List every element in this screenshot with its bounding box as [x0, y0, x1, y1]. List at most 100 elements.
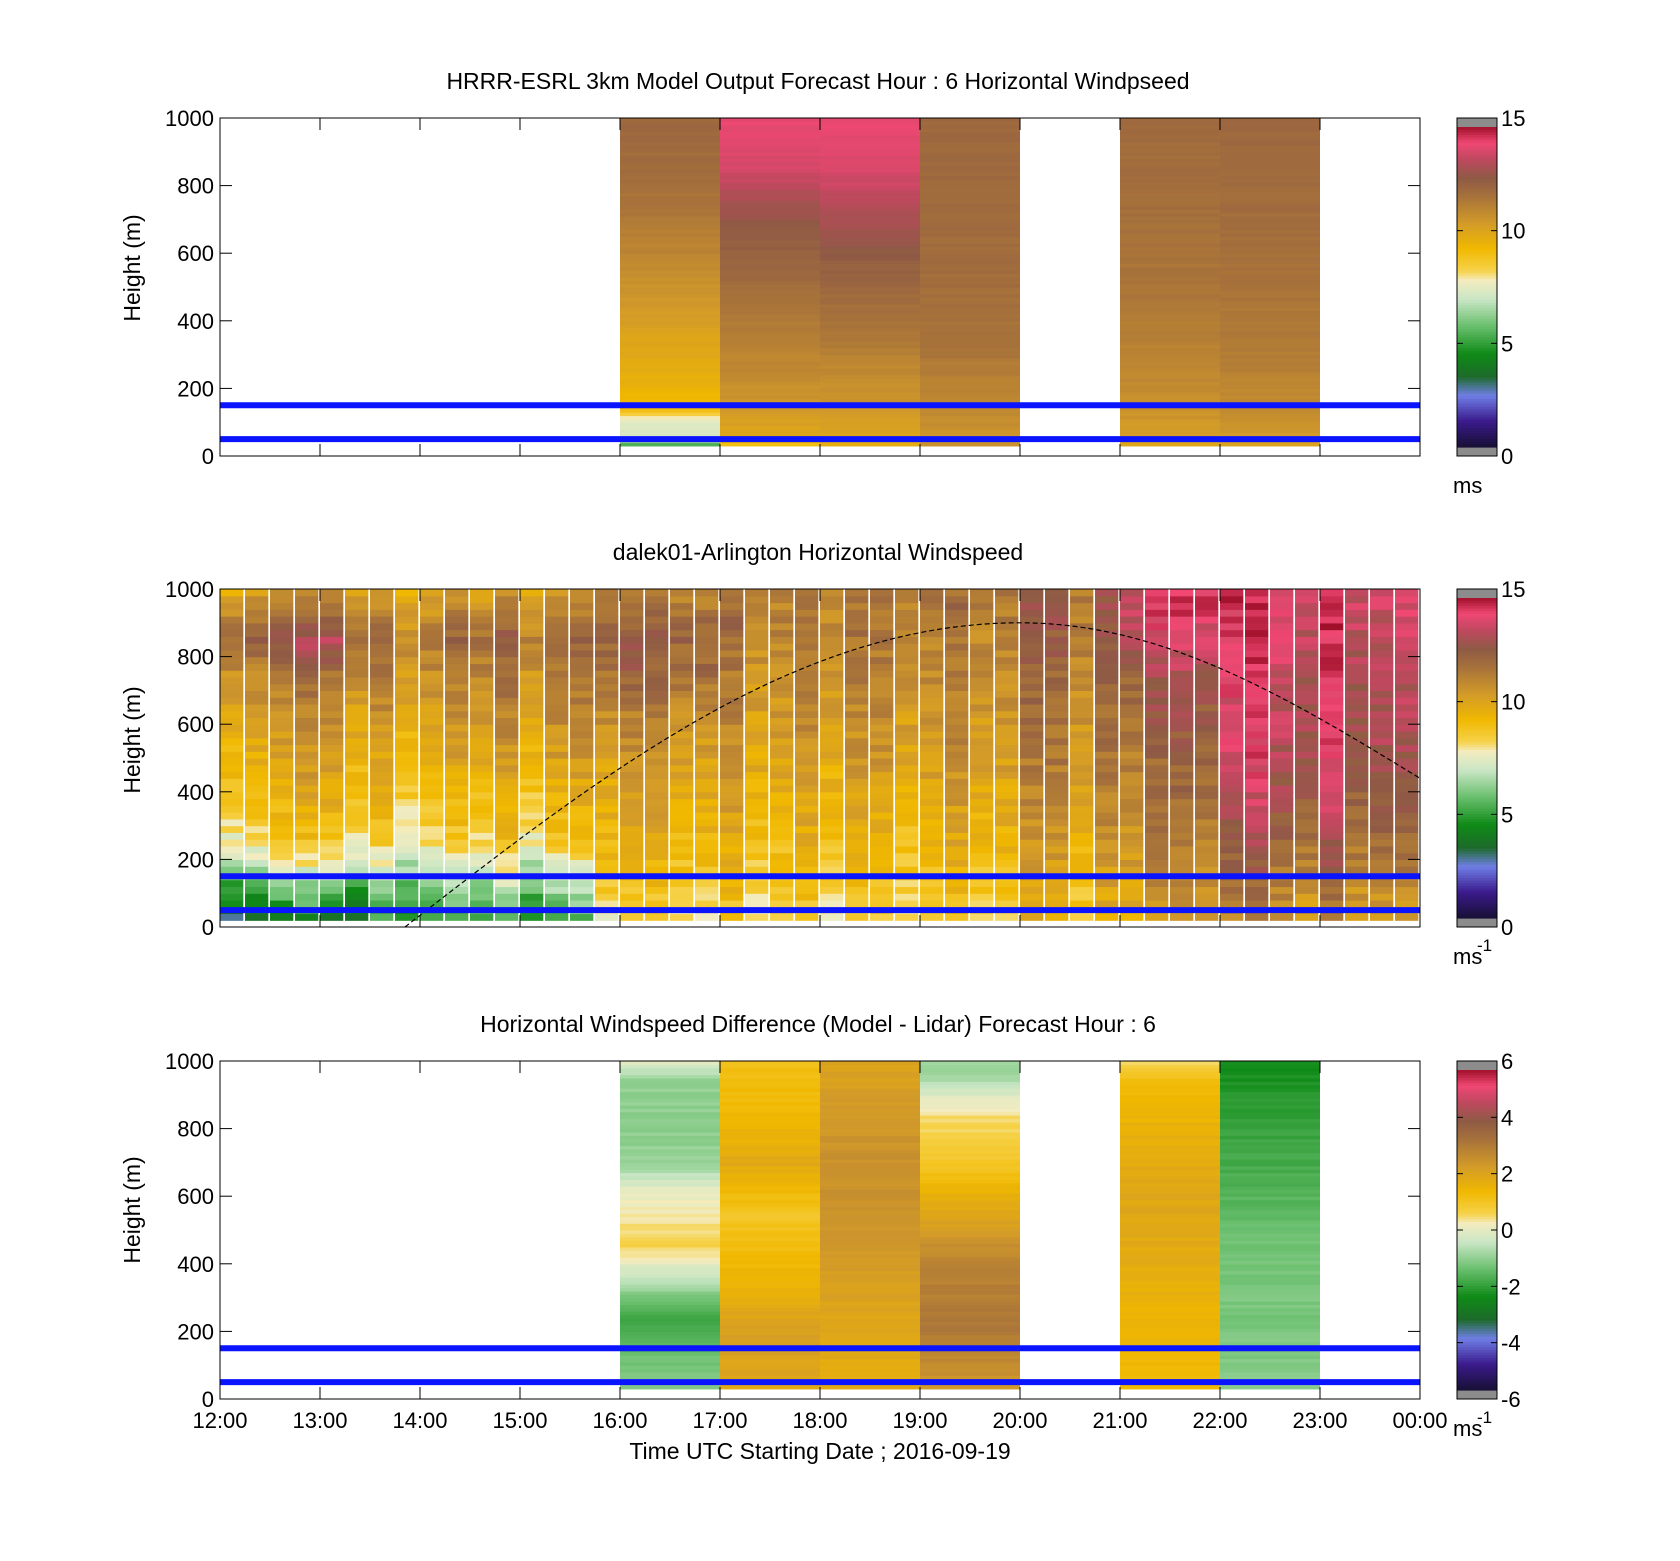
heatmap-cell: [1220, 148, 1320, 153]
heatmap-cell: [920, 1385, 1020, 1390]
heatmap-cell: [495, 778, 519, 786]
heatmap-cell: [370, 845, 394, 854]
heatmap-cell: [520, 683, 544, 691]
heatmap-cell: [820, 1145, 920, 1150]
heatmap-cell: [1070, 676, 1094, 685]
heatmap-cell: [445, 879, 469, 888]
heatmap-cell: [1045, 670, 1069, 678]
heatmap-cell: [1045, 602, 1069, 610]
heatmap-cell: [720, 852, 744, 860]
heatmap-cell: [645, 859, 669, 867]
heatmap-cell: [220, 852, 244, 860]
heatmap-cell: [895, 845, 919, 854]
heatmap-cell: [1120, 212, 1220, 217]
heatmap-cell: [820, 374, 920, 379]
heatmap-cell: [870, 771, 894, 779]
heatmap-cell: [820, 199, 920, 204]
colorbar-swatch: [1457, 1182, 1497, 1186]
heatmap-cell: [795, 744, 819, 752]
heatmap-cell: [520, 791, 544, 800]
heatmap-cell: [720, 1257, 820, 1262]
heatmap-cell: [670, 812, 694, 820]
heatmap-cell: [270, 622, 294, 631]
heatmap-cell: [720, 1202, 820, 1207]
heatmap-cell: [420, 812, 444, 820]
heatmap-cell: [520, 697, 544, 705]
heatmap-cell: [945, 676, 969, 685]
heatmap-cell: [1220, 1169, 1320, 1174]
heatmap-cell: [1395, 785, 1419, 793]
heatmap-cell: [920, 337, 1020, 342]
heatmap-cell: [1170, 893, 1194, 901]
colorbar-swatch: [1457, 324, 1497, 328]
heatmap-cell: [545, 785, 569, 793]
heatmap-cell: [1245, 609, 1269, 617]
heatmap-cell: [345, 730, 369, 739]
heatmap-cell: [1370, 771, 1394, 779]
heatmap-cell: [920, 1071, 1020, 1076]
heatmap-cell: [1020, 751, 1044, 759]
heatmap-cell: [720, 1081, 820, 1086]
colorbar-swatch: [1457, 1158, 1497, 1162]
heatmap-cell: [245, 724, 269, 732]
colorbar-swatch: [1457, 295, 1497, 299]
heatmap-cell: [445, 791, 469, 800]
heatmap-cell: [645, 629, 669, 637]
heatmap-cell: [1220, 1077, 1320, 1082]
colorbar-swatch: [1457, 616, 1497, 620]
heatmap-cell: [1120, 595, 1144, 604]
heatmap-cell: [520, 859, 544, 867]
heatmap-cell: [1170, 913, 1194, 921]
heatmap-cell: [720, 307, 820, 312]
colorbar-swatch: [1457, 1118, 1497, 1122]
heatmap-cell: [970, 609, 994, 617]
heatmap-cell: [1095, 724, 1119, 732]
colorbar-swatch: [1457, 651, 1497, 655]
heatmap-cell: [920, 118, 1020, 122]
heatmap-cell: [570, 609, 594, 617]
heatmap-cell: [920, 199, 1020, 204]
heatmap-cell: [945, 859, 969, 867]
heatmap-cell: [720, 771, 744, 779]
heatmap-cell: [1220, 158, 1320, 163]
heatmap-cell: [745, 656, 769, 664]
heatmap-cell: [820, 280, 920, 285]
heatmap-cell: [920, 368, 1020, 373]
heatmap-cell: [1320, 832, 1344, 840]
heatmap-cell: [1070, 859, 1094, 867]
heatmap-cell: [345, 771, 369, 779]
heatmap-cell: [720, 825, 744, 833]
heatmap-cell: [920, 1368, 1020, 1373]
heatmap-cell: [1045, 785, 1069, 793]
colorbar-swatch: [1457, 731, 1497, 735]
heatmap-cell: [920, 622, 944, 631]
heatmap-cell: [620, 913, 644, 921]
heatmap-cell: [1220, 1091, 1320, 1096]
heatmap-cell: [645, 622, 669, 631]
heatmap-cell: [720, 683, 744, 691]
heatmap-cell: [820, 636, 844, 644]
heatmap-cell: [770, 656, 794, 664]
heatmap-cell: [820, 172, 920, 177]
heatmap-cell: [345, 724, 369, 732]
heatmap-cell: [795, 710, 819, 719]
y-tick-label: 600: [177, 1184, 214, 1209]
heatmap-cell: [445, 832, 469, 840]
heatmap-cell: [370, 818, 394, 827]
heatmap-cell: [1345, 616, 1369, 624]
heatmap-cell: [620, 825, 644, 833]
heatmap-cell: [495, 710, 519, 719]
heatmap-cell: [620, 1355, 720, 1360]
heatmap-cell: [820, 155, 920, 160]
heatmap-cell: [720, 1331, 820, 1336]
heatmap-cell: [520, 818, 544, 827]
heatmap-cell: [1170, 629, 1194, 637]
heatmap-cell: [920, 354, 1020, 359]
heatmap-cell: [1220, 151, 1320, 156]
heatmap-cell: [445, 886, 469, 894]
heatmap-cell: [920, 730, 944, 739]
heatmap-cell: [920, 1111, 1020, 1116]
colorbar-swatch: [1457, 854, 1497, 858]
heatmap-cell: [1120, 697, 1144, 705]
heatmap-cell: [595, 852, 619, 860]
